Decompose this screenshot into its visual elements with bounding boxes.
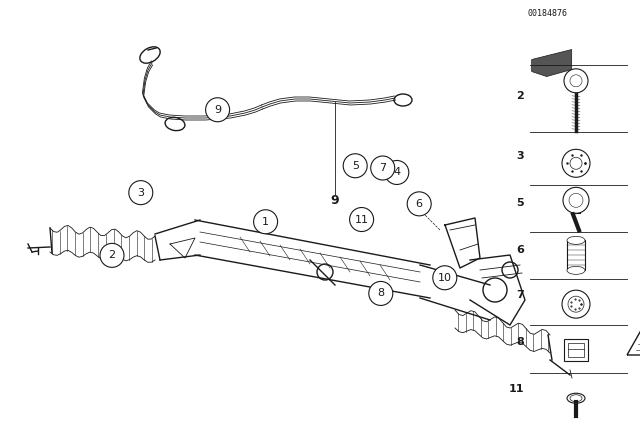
Text: 10: 10: [438, 273, 452, 283]
Text: 4: 4: [393, 168, 401, 177]
Circle shape: [349, 207, 374, 232]
Ellipse shape: [165, 117, 185, 131]
Text: 9: 9: [331, 194, 339, 207]
Circle shape: [433, 266, 457, 290]
Circle shape: [562, 149, 590, 177]
Text: 6: 6: [416, 199, 422, 209]
Text: 00184876: 00184876: [527, 9, 567, 18]
Circle shape: [385, 160, 409, 185]
Bar: [568, 343, 584, 357]
Ellipse shape: [394, 94, 412, 106]
Text: 7: 7: [516, 290, 524, 300]
Text: 9: 9: [214, 105, 221, 115]
Text: 8: 8: [377, 289, 385, 298]
Circle shape: [562, 290, 590, 318]
Polygon shape: [532, 50, 572, 77]
Text: 5: 5: [352, 161, 358, 171]
Text: 11: 11: [509, 384, 524, 394]
Text: 6: 6: [516, 246, 524, 255]
Ellipse shape: [140, 47, 160, 63]
Bar: [564, 339, 588, 361]
Circle shape: [129, 181, 153, 205]
Ellipse shape: [570, 395, 582, 402]
Bar: [567, 241, 585, 270]
Text: 1: 1: [262, 217, 269, 227]
Text: 3: 3: [138, 188, 144, 198]
Circle shape: [407, 192, 431, 216]
Circle shape: [253, 210, 278, 234]
Circle shape: [570, 75, 582, 87]
Ellipse shape: [567, 237, 585, 244]
Text: 2: 2: [516, 91, 524, 101]
Circle shape: [369, 281, 393, 306]
Circle shape: [563, 187, 589, 213]
Circle shape: [343, 154, 367, 178]
Circle shape: [569, 194, 583, 207]
Text: 2: 2: [108, 250, 116, 260]
Circle shape: [317, 264, 333, 280]
Circle shape: [100, 243, 124, 267]
Ellipse shape: [567, 267, 585, 274]
Text: 5: 5: [516, 198, 524, 208]
Circle shape: [205, 98, 230, 122]
Circle shape: [371, 156, 395, 180]
Text: 8: 8: [516, 337, 524, 347]
Circle shape: [502, 262, 518, 278]
Text: 7: 7: [379, 163, 387, 173]
Circle shape: [568, 296, 584, 312]
Text: 11: 11: [355, 215, 369, 224]
Text: 3: 3: [516, 151, 524, 161]
Circle shape: [564, 69, 588, 93]
Circle shape: [483, 278, 507, 302]
Circle shape: [570, 157, 582, 169]
Ellipse shape: [567, 393, 585, 403]
